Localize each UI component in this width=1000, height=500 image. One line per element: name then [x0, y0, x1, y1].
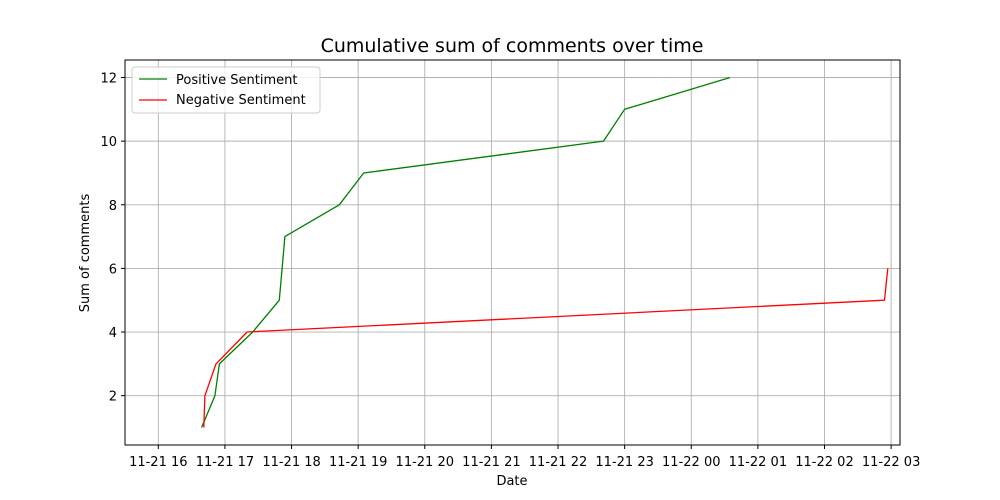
x-tick-label: 11-21 18: [262, 455, 320, 470]
plot-frame: [124, 59, 901, 446]
x-tick-label: 11-21 16: [129, 455, 187, 470]
legend: Positive Sentiment Negative Sentiment: [131, 66, 321, 114]
series-line-negative: [203, 268, 889, 428]
x-tick-label: 11-21 21: [462, 455, 520, 470]
x-tick-label: 11-22 03: [862, 455, 920, 470]
series-line-positive: [201, 76, 731, 428]
x-tick-label: 11-21 17: [196, 455, 254, 470]
x-tick-label: 11-21 22: [529, 455, 587, 470]
y-axis-label: Sum of comments: [78, 194, 93, 313]
y-tick-label: 10: [100, 135, 117, 150]
y-tick-label: 12: [100, 72, 117, 87]
grid: [125, 60, 900, 445]
legend-box: [131, 66, 321, 114]
y-tick-label: 4: [109, 326, 117, 341]
y-tick-label: 6: [109, 262, 117, 277]
x-axis: 11-21 16 11-21 17 11-21 18 11-21 19 11-21 20…: [129, 445, 920, 470]
x-tick-label: 11-22 00: [662, 455, 720, 470]
x-tick-label: 11-21 19: [329, 455, 387, 470]
chart-title: Cumulative sum of comments over time: [321, 35, 704, 57]
series-layer: [201, 76, 889, 428]
x-tick-label: 11-21 20: [396, 455, 454, 470]
x-tick-label: 11-21 23: [595, 455, 653, 470]
y-axis: 2 4 6 8 10 12: [100, 72, 125, 405]
y-tick-label: 2: [109, 390, 117, 405]
legend-label-negative: Negative Sentiment: [176, 93, 306, 108]
x-axis-label: Date: [496, 474, 527, 489]
y-tick-label: 8: [109, 199, 117, 214]
legend-label-positive: Positive Sentiment: [176, 73, 297, 88]
x-tick-label: 11-22 01: [729, 455, 787, 470]
x-tick-label: 11-22 02: [795, 455, 853, 470]
